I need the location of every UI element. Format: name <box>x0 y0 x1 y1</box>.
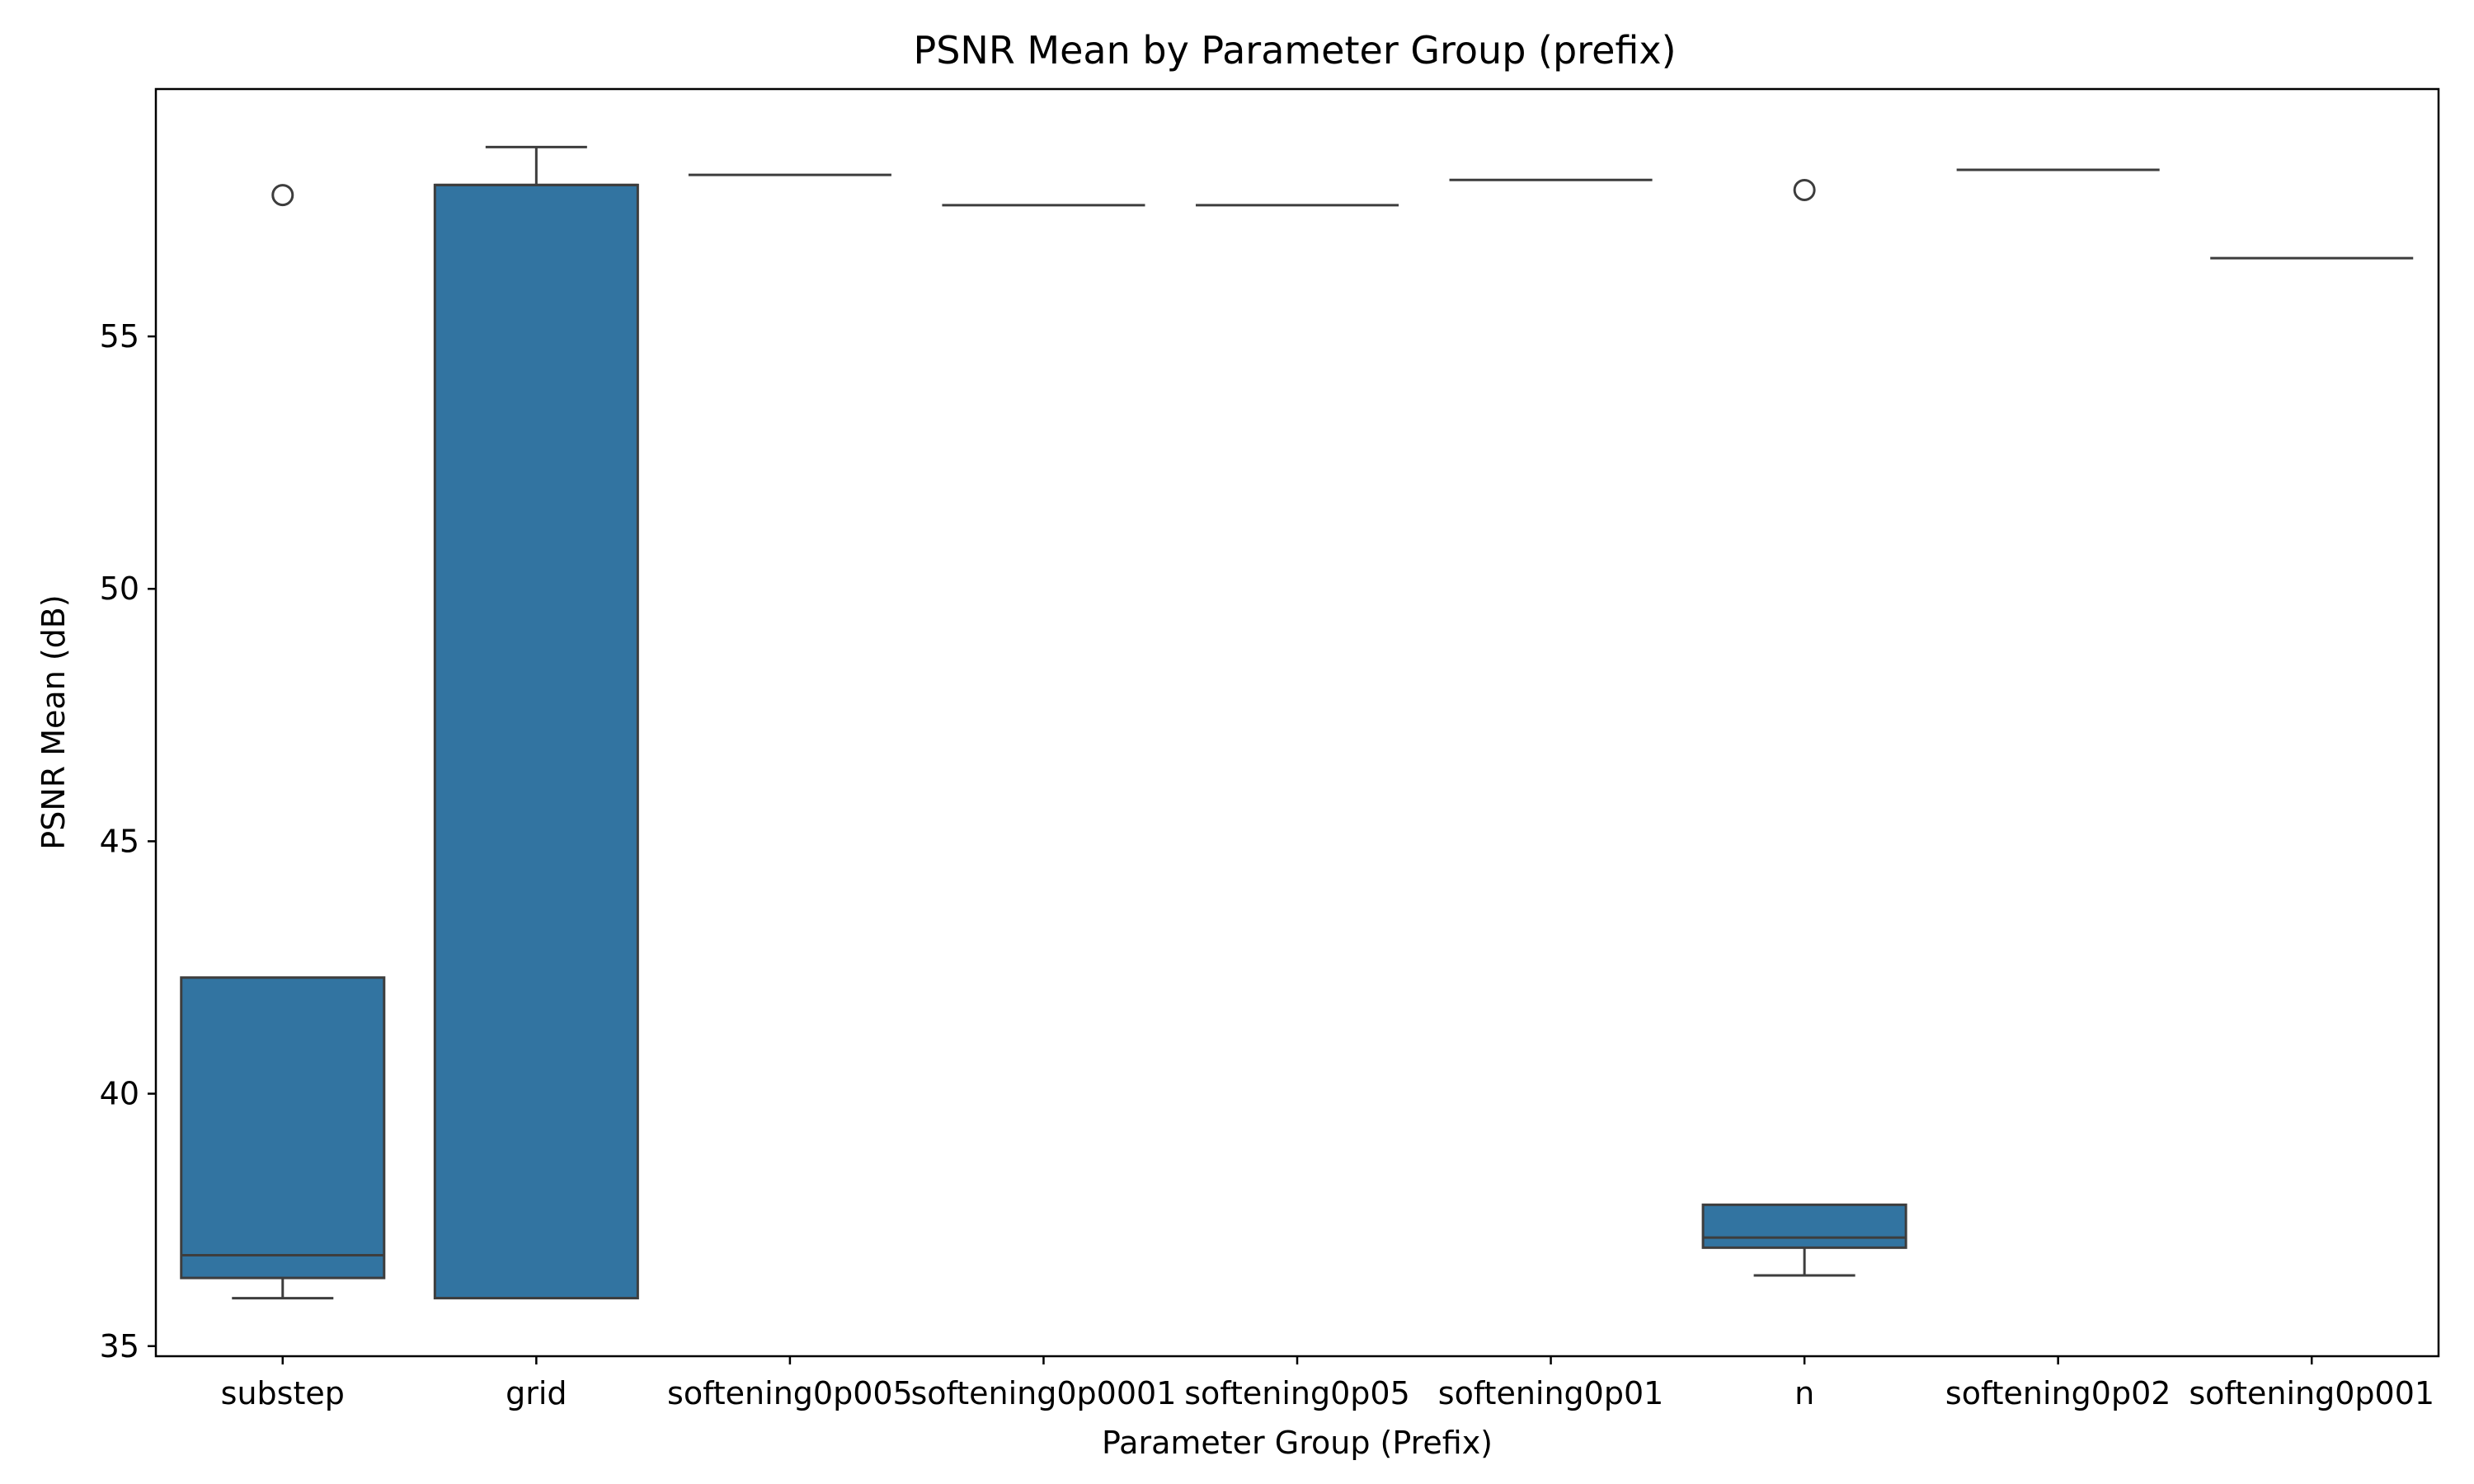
x-axis-label: Parameter Group (Prefix) <box>1102 1425 1493 1461</box>
box-iqr <box>180 976 386 1280</box>
y-axis-label: PSNR Mean (dB) <box>35 594 72 849</box>
x-tick-label: grid <box>506 1375 567 1411</box>
x-tick-label: softening0p005 <box>667 1375 913 1411</box>
x-axis-ticks: substep grid softening0p005softening0p0001… <box>221 1356 2434 1411</box>
y-tick-label: 50 <box>100 571 139 607</box>
x-tick-label: softening0p01 <box>1438 1375 1664 1411</box>
box-iqr <box>433 183 639 1300</box>
y-axis-ticks: 35 40 45 50 55 <box>100 318 156 1364</box>
box-iqr <box>1701 1203 1907 1249</box>
box-group-n <box>1701 178 1907 1277</box>
box-group-substep <box>180 184 386 1300</box>
y-tick-label: 45 <box>100 823 139 859</box>
x-tick-label: substep <box>221 1375 345 1411</box>
x-tick-label: n <box>1794 1375 1814 1411</box>
box-group-grid <box>433 145 639 1300</box>
x-tick-label: softening0p001 <box>2189 1375 2434 1411</box>
outlier-point <box>271 184 294 207</box>
y-tick-label: 40 <box>100 1076 139 1112</box>
x-tick-label: softening0p05 <box>1184 1375 1410 1411</box>
y-tick-label: 35 <box>100 1328 139 1364</box>
boxes-layer <box>180 145 2414 1300</box>
x-tick-label: softening0p02 <box>1945 1375 2171 1411</box>
chart-title: PSNR Mean by Parameter Group (prefix) <box>913 28 1676 73</box>
outlier-point <box>1793 178 1816 201</box>
y-tick-label: 55 <box>100 318 139 355</box>
x-tick-label: softening0p0001 <box>910 1375 1176 1411</box>
